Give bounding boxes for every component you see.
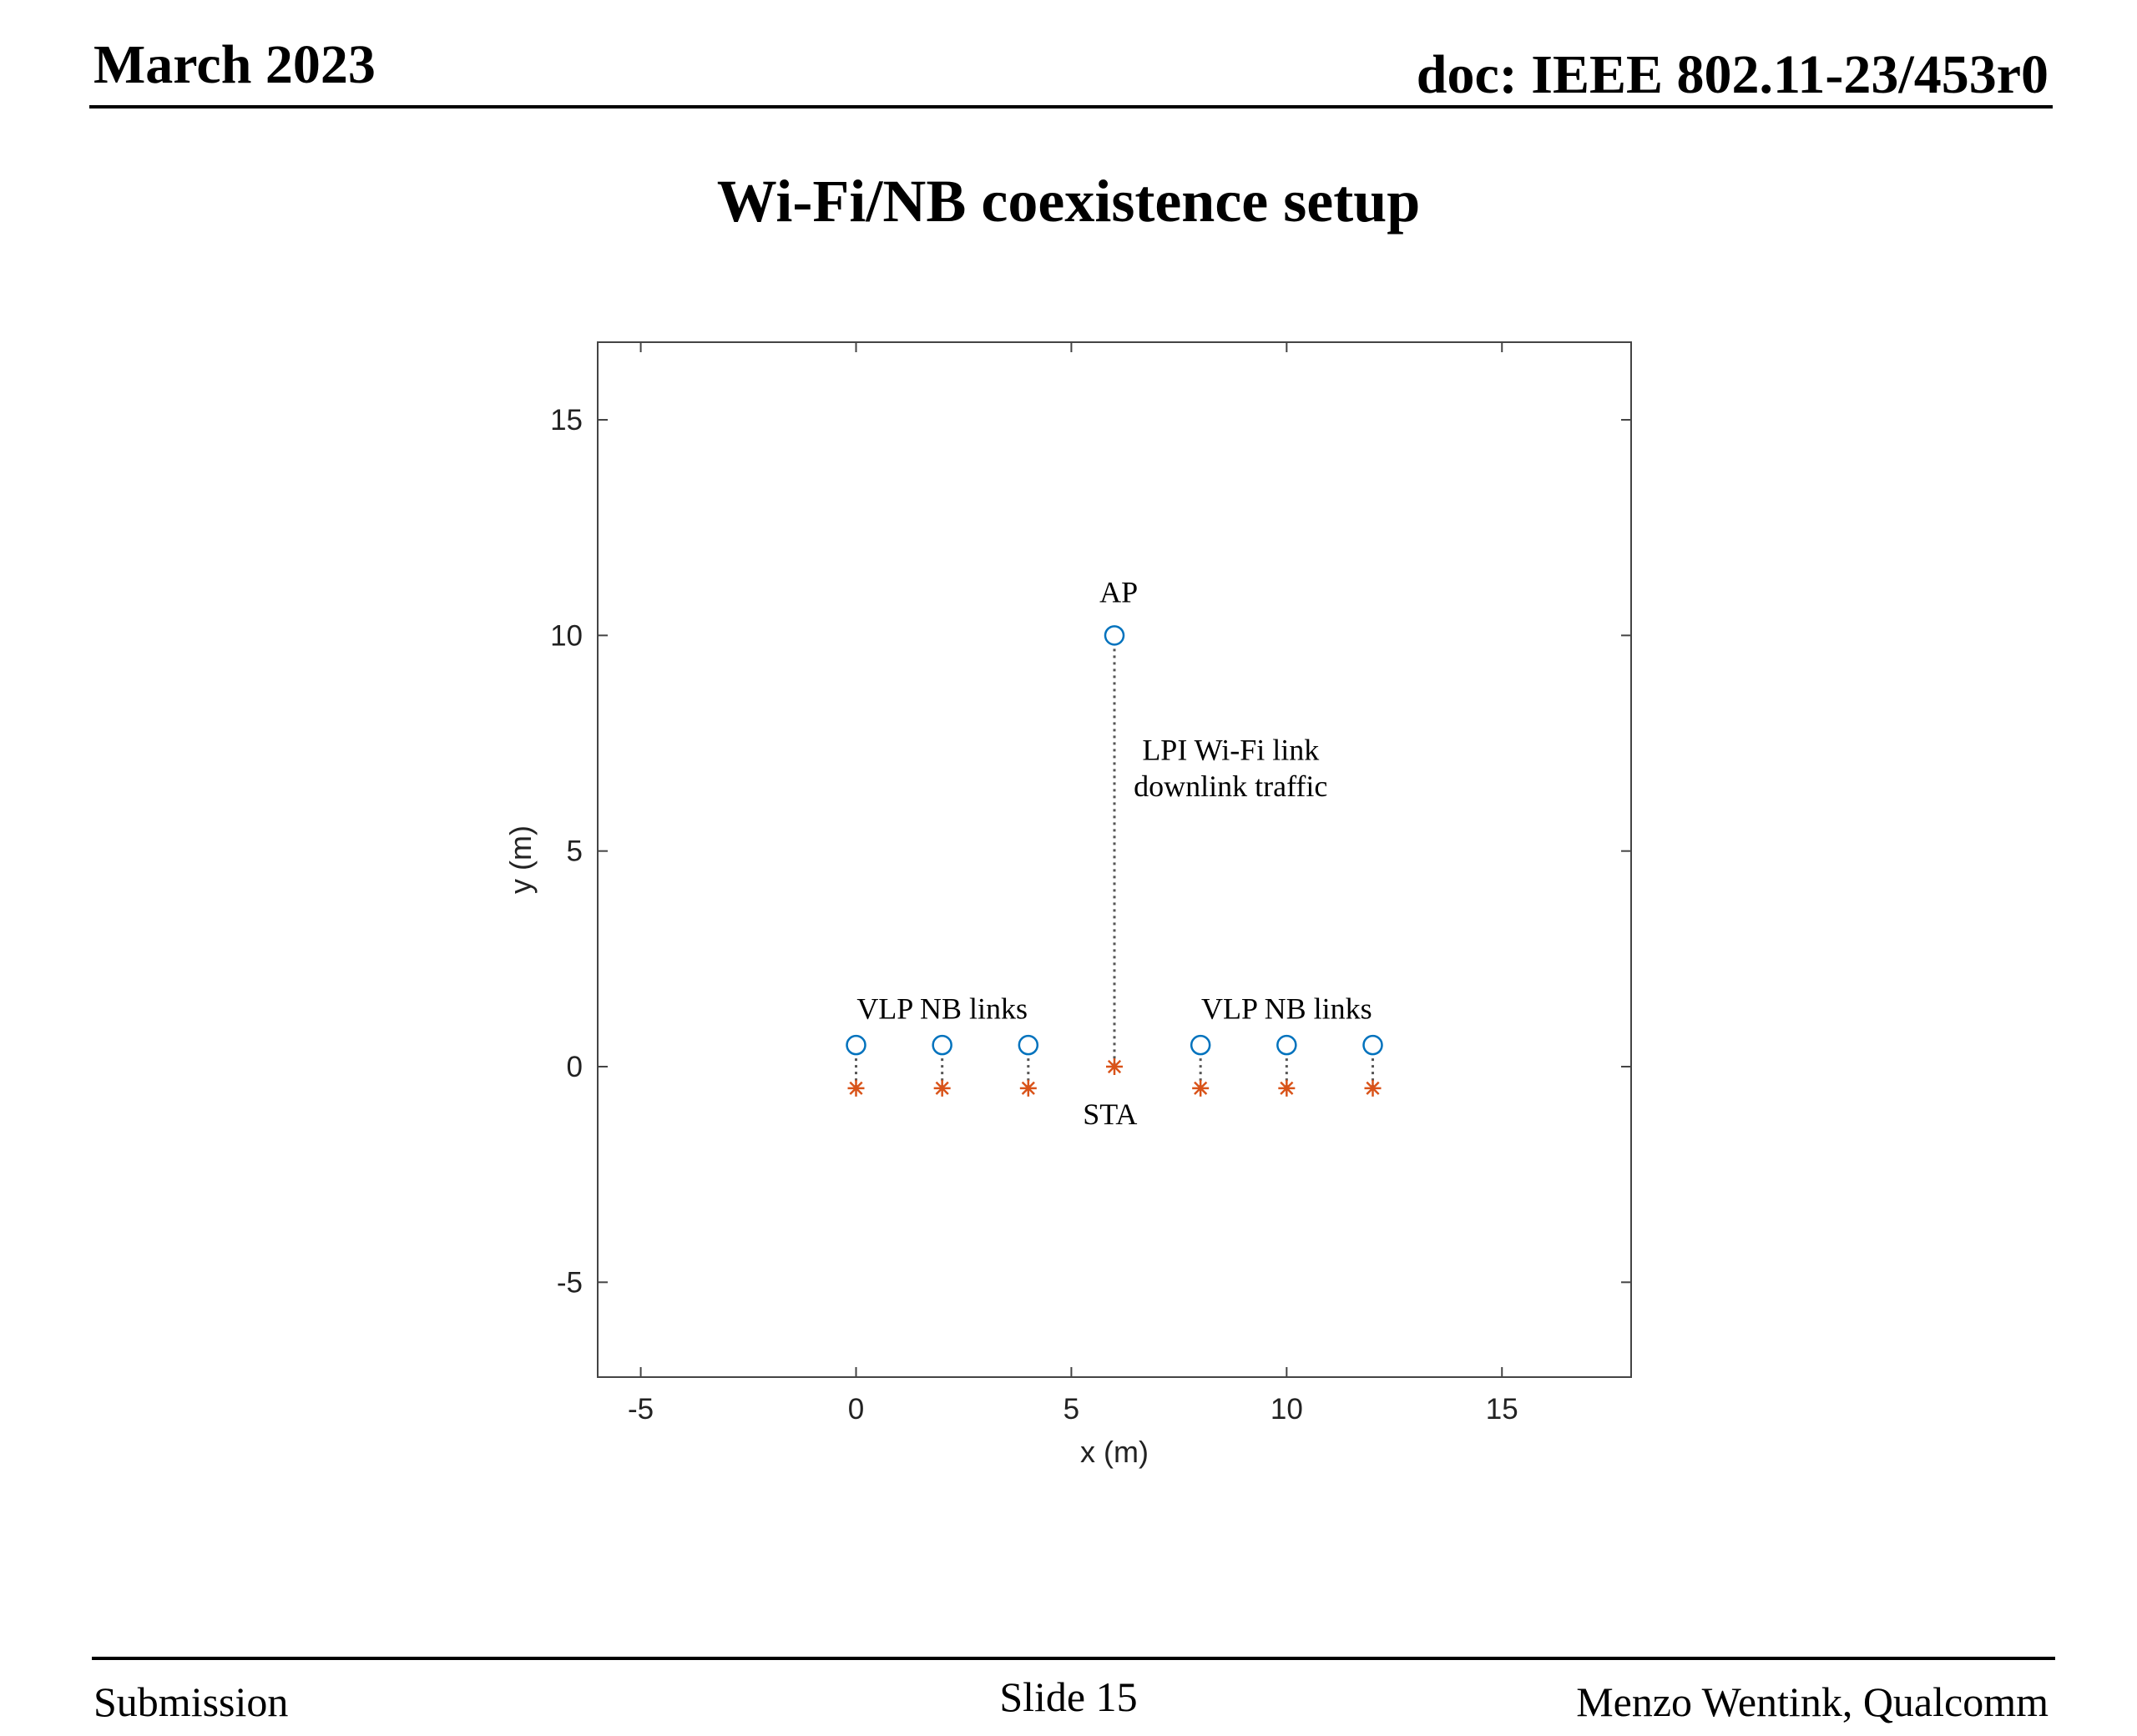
annotation-text: downlink traffic	[1134, 770, 1327, 803]
x-tick-label: 0	[848, 1393, 864, 1426]
star-stroke	[1021, 1081, 1035, 1095]
y-axis-label: y (m)	[503, 825, 538, 894]
plot-frame	[597, 341, 1632, 1378]
y-tick-label: 10	[550, 619, 583, 652]
star-stroke	[935, 1081, 949, 1095]
annotation-text: VLP NB links	[856, 992, 1028, 1025]
circle-marker	[1276, 1034, 1297, 1056]
annotation-text: AP	[1099, 576, 1138, 609]
annotation-text: VLP NB links	[1201, 992, 1372, 1025]
x-tick-label: -5	[628, 1393, 654, 1426]
footer-author: Menzo Wentink, Qualcomm	[1576, 1678, 2049, 1725]
circle-marker	[1104, 625, 1125, 646]
y-tick-label: -5	[557, 1266, 583, 1299]
circle-marker	[1362, 1034, 1383, 1056]
star-stroke	[1280, 1081, 1294, 1095]
y-tick-label: 15	[550, 404, 583, 437]
star-stroke	[1366, 1081, 1380, 1095]
footer-submission: Submission	[93, 1678, 289, 1725]
slide-title: Wi-Fi/NB coexistence setup	[716, 168, 1421, 235]
markers	[846, 625, 1383, 1097]
y-tick-label: 0	[567, 1051, 583, 1083]
star-stroke	[849, 1081, 863, 1095]
header-rule	[89, 105, 2053, 108]
star-marker	[933, 1079, 951, 1097]
star-marker	[1192, 1079, 1210, 1097]
header-doc-id: doc: IEEE 802.11-23/453r0	[1416, 44, 2049, 105]
star-stroke	[1107, 1059, 1122, 1074]
circle-marker	[1018, 1034, 1039, 1056]
star-marker	[1278, 1079, 1296, 1097]
circle-marker	[846, 1034, 866, 1056]
annotation-text: STA	[1083, 1098, 1137, 1131]
star-marker	[1106, 1058, 1123, 1075]
footer-slide-number: Slide 15	[999, 1673, 1138, 1720]
x-tick-label: 5	[1063, 1393, 1079, 1426]
x-tick-label: 10	[1271, 1393, 1303, 1426]
circle-marker	[932, 1034, 952, 1056]
footer-rule	[92, 1657, 2055, 1660]
x-tick-label: 15	[1486, 1393, 1518, 1426]
circle-marker	[1190, 1034, 1211, 1056]
annotation-text: LPI Wi-Fi link	[1142, 733, 1319, 766]
star-stroke	[1194, 1081, 1208, 1095]
annotations: AP LPI Wi-Fi link downlink traffic VLP NB l…	[856, 576, 1372, 1131]
star-marker	[847, 1079, 865, 1097]
y-tick-label: 5	[567, 835, 583, 868]
axes: -5 0 5 10 15 -5 0 5 10 15 x (m) y (m)	[503, 341, 1632, 1469]
star-marker	[1019, 1079, 1037, 1097]
star-marker	[1364, 1079, 1382, 1097]
x-axis-label: x (m)	[1080, 1435, 1149, 1469]
header-date: March 2023	[93, 34, 376, 95]
